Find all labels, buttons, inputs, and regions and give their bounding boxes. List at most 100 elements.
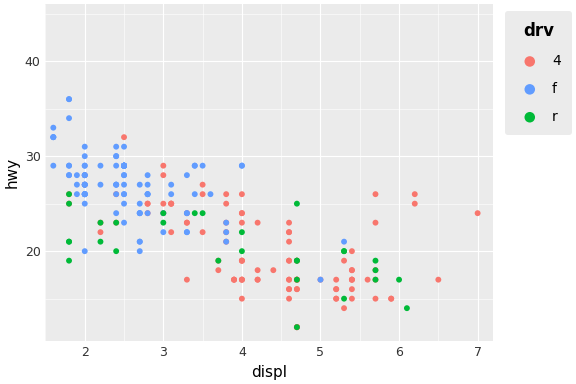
4 <box>292 276 301 283</box>
f <box>143 172 152 178</box>
f <box>222 220 231 226</box>
r <box>292 200 301 207</box>
4 <box>339 305 348 311</box>
4 <box>410 200 419 207</box>
4 <box>182 220 191 226</box>
f <box>119 191 128 197</box>
4 <box>386 296 396 302</box>
r <box>371 267 380 273</box>
f <box>65 162 74 169</box>
4 <box>182 210 191 216</box>
4 <box>119 134 128 140</box>
r <box>402 305 411 311</box>
4 <box>269 267 278 273</box>
f <box>80 144 89 150</box>
r <box>96 238 105 245</box>
4 <box>112 191 121 197</box>
r <box>65 191 74 197</box>
f <box>119 172 128 178</box>
f <box>119 172 128 178</box>
r <box>96 220 105 226</box>
f <box>119 162 128 169</box>
f <box>135 238 145 245</box>
f <box>112 191 121 197</box>
4 <box>371 267 380 273</box>
4 <box>253 267 262 273</box>
f <box>65 115 74 121</box>
4 <box>229 276 238 283</box>
f <box>80 172 89 178</box>
r <box>112 248 121 254</box>
r <box>65 200 74 207</box>
f <box>135 238 145 245</box>
r <box>395 276 404 283</box>
r <box>159 210 168 216</box>
4 <box>292 286 301 292</box>
4 <box>159 172 168 178</box>
Legend: 4, f, r: 4, f, r <box>505 11 572 135</box>
4 <box>237 296 247 302</box>
f <box>135 210 145 216</box>
4 <box>386 296 396 302</box>
f <box>198 162 207 169</box>
f <box>80 162 89 169</box>
f <box>166 191 176 197</box>
4 <box>237 210 247 216</box>
4 <box>222 191 231 197</box>
r <box>159 220 168 226</box>
4 <box>143 200 152 207</box>
r <box>65 238 74 245</box>
f <box>80 191 89 197</box>
f <box>49 162 58 169</box>
4 <box>434 276 443 283</box>
4 <box>292 276 301 283</box>
4 <box>285 229 294 235</box>
4 <box>332 276 341 283</box>
f <box>65 172 74 178</box>
4 <box>292 286 301 292</box>
f <box>119 162 128 169</box>
f <box>80 182 89 188</box>
4 <box>214 258 223 264</box>
f <box>119 162 128 169</box>
f <box>80 191 89 197</box>
4 <box>80 172 89 178</box>
4 <box>285 286 294 292</box>
f <box>65 172 74 178</box>
f <box>190 162 199 169</box>
4 <box>347 276 357 283</box>
4 <box>339 258 348 264</box>
4 <box>237 258 247 264</box>
4 <box>182 276 191 283</box>
r <box>292 258 301 264</box>
4 <box>143 210 152 216</box>
f <box>112 182 121 188</box>
f <box>119 162 128 169</box>
r <box>339 248 348 254</box>
f <box>143 191 152 197</box>
4 <box>229 276 238 283</box>
4 <box>332 296 341 302</box>
4 <box>332 286 341 292</box>
4 <box>292 324 301 330</box>
f <box>112 210 121 216</box>
4 <box>237 276 247 283</box>
f <box>72 191 81 197</box>
f <box>80 162 89 169</box>
4 <box>292 276 301 283</box>
f <box>143 191 152 197</box>
4 <box>166 229 176 235</box>
f <box>112 162 121 169</box>
f <box>119 162 128 169</box>
4 <box>347 248 357 254</box>
f <box>80 191 89 197</box>
4 <box>292 324 301 330</box>
4 <box>347 267 357 273</box>
f <box>80 172 89 178</box>
4 <box>229 276 238 283</box>
4 <box>214 267 223 273</box>
4 <box>285 220 294 226</box>
f <box>49 134 58 140</box>
4 <box>347 267 357 273</box>
f <box>49 124 58 131</box>
